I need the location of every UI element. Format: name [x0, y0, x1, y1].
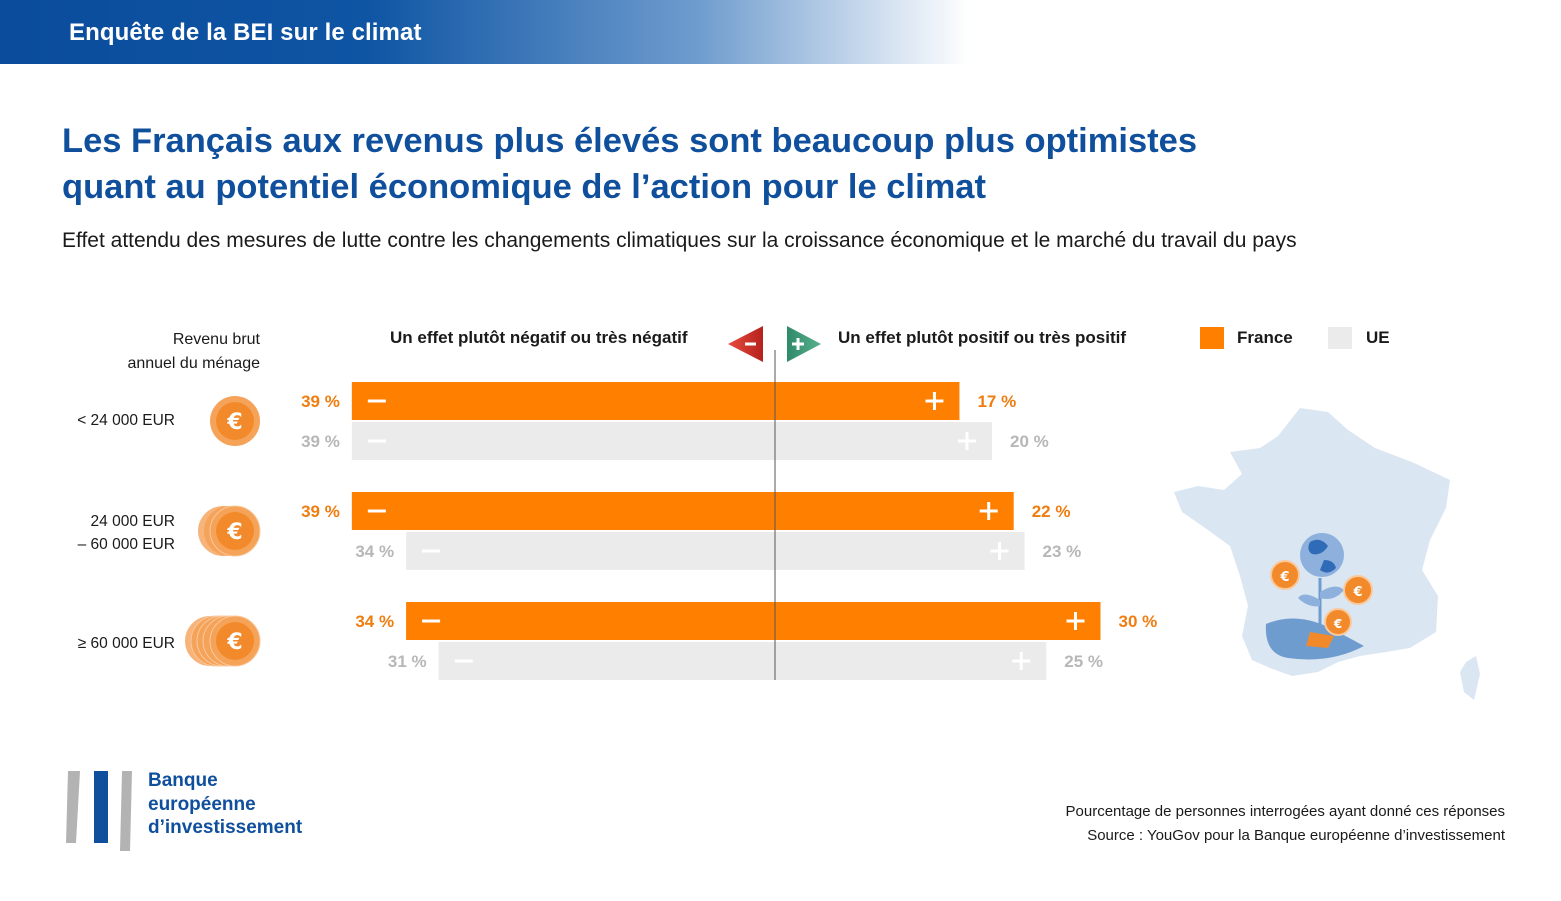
legend-eu-swatch [1328, 327, 1352, 349]
bracket-label-mid: 24 000 EUR – 60 000 EUR [40, 510, 175, 556]
logo-line-3: d’investissement [148, 817, 303, 838]
label-negative-france-low: 39 % [301, 392, 340, 411]
income-heading-line-1: Revenu brut [172, 331, 260, 348]
bar-france-low [351, 382, 960, 420]
eib-logo-icon [66, 771, 132, 851]
single-coin-icon: € [210, 396, 260, 446]
headline-line-2: quant au potentiel économique de l’actio… [62, 168, 986, 206]
plus-mark-v-france-mid [987, 502, 991, 520]
minus-mark-france-low [367, 399, 386, 403]
income-heading-line-2: annuel du ménage [127, 355, 260, 372]
legend-france-swatch [1200, 327, 1224, 349]
bracket-mid-line-2: – 60 000 EUR [77, 536, 175, 553]
bracket-low-line-1: < 24 000 EUR [77, 412, 175, 429]
svg-text:€: € [1333, 617, 1342, 631]
minus-mark-france-mid [367, 509, 386, 513]
label-negative-france-high: 34 % [355, 612, 394, 631]
label-positive-france-mid: 22 % [1032, 502, 1071, 521]
plus-mark-v-eu-low [965, 432, 969, 450]
negative-triangle-icon [728, 326, 763, 362]
bracket-label-low: < 24 000 EUR [40, 409, 175, 432]
label-negative-eu-high: 31 % [388, 652, 427, 671]
svg-text:€: € [226, 630, 242, 655]
bar-france-high [406, 602, 1101, 640]
label-negative-eu-mid: 34 % [355, 542, 394, 561]
double-coin-icon: € [198, 505, 261, 557]
headline-line-1: Les Français aux revenus plus élevés son… [62, 122, 1198, 160]
triple-coin-icon: € [185, 615, 261, 667]
svg-text:€: € [226, 520, 242, 545]
minus-mark-eu-high [454, 659, 473, 663]
header-title: Enquête de la BEI sur le climat [69, 19, 422, 46]
logo-line-1: Banque [148, 770, 218, 791]
bar-eu-low [351, 422, 993, 460]
france-map-illustration: € € € [1174, 408, 1480, 700]
eib-logo-text: Banque européenne d’investissement [148, 769, 302, 840]
bar-france-mid [351, 492, 1014, 530]
bar-eu-mid [406, 532, 1025, 570]
footer-notes: Pourcentage de personnes interrogées aya… [1066, 800, 1505, 848]
minus-mark-eu-low [367, 439, 386, 443]
label-negative-france-mid: 39 % [301, 502, 340, 521]
logo-line-2: européenne [148, 793, 256, 815]
legend-eu-label: UE [1366, 328, 1390, 347]
plus-mark-v-france-high [1074, 612, 1077, 630]
footer-note: Pourcentage de personnes interrogées aya… [1065, 803, 1505, 820]
svg-text:€: € [1279, 570, 1289, 585]
label-positive-france-high: 30 % [1119, 612, 1158, 631]
label-positive-france-low: 17 % [977, 392, 1016, 411]
bracket-high-line-1: ≥ 60 000 EUR [77, 635, 175, 652]
label-positive-eu-mid: 23 % [1043, 542, 1082, 561]
legend-france-label: France [1237, 328, 1293, 347]
legend-negative-label: Un effet plutôt négatif ou très négatif [390, 328, 688, 347]
label-positive-eu-high: 25 % [1064, 652, 1103, 671]
positive-triangle-icon [787, 326, 821, 362]
bracket-mid-line-1: 24 000 EUR [90, 513, 175, 530]
headline: Les Français aux revenus plus élevés son… [62, 118, 1362, 210]
bracket-label-high: ≥ 60 000 EUR [40, 632, 175, 655]
label-positive-eu-low: 20 % [1010, 432, 1049, 451]
legend-positive-label: Un effet plutôt positif ou très positif [838, 328, 1127, 347]
bar-eu-high [438, 642, 1047, 680]
plus-mark-v-eu-mid [998, 542, 1002, 560]
svg-text:€: € [1352, 585, 1362, 600]
svg-text:€: € [226, 410, 242, 435]
minus-mark-france-high [422, 619, 441, 623]
plus-mark-v-eu-high [1019, 652, 1023, 670]
header-banner: Enquête de la BEI sur le climat [0, 0, 970, 64]
plus-mark-v-france-low [932, 392, 936, 410]
income-heading: Revenu brut annuel du ménage [60, 328, 260, 376]
label-negative-eu-low: 39 % [301, 432, 340, 451]
footer-source: Source : YouGov pour la Banque européenn… [1087, 827, 1505, 844]
minus-mark-eu-mid [422, 549, 441, 553]
subtitle: Effet attendu des mesures de lutte contr… [62, 229, 1297, 252]
